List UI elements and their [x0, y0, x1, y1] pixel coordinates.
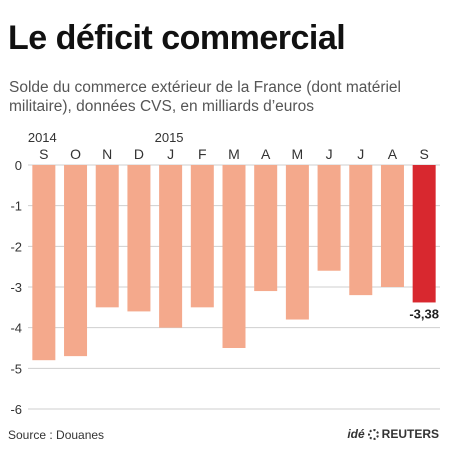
x-tick-label: J	[357, 146, 364, 162]
y-tick-label: -5	[10, 361, 22, 376]
reuters-logo: idé REUTERS	[347, 427, 439, 441]
bar	[95, 165, 119, 308]
x-tick-label: S	[419, 146, 428, 162]
y-tick-label: -1	[10, 199, 22, 214]
bar	[349, 165, 373, 296]
y-tick-label: -2	[10, 239, 22, 254]
x-tick-label: M	[292, 146, 304, 162]
x-tick-label: D	[134, 146, 144, 162]
bar	[317, 165, 341, 271]
bar	[64, 165, 88, 357]
year-label: 2014	[28, 130, 57, 145]
y-tick-label: -3	[10, 280, 22, 295]
bar	[159, 165, 183, 328]
x-tick-label: M	[228, 146, 240, 162]
bar	[285, 165, 309, 320]
source-note: Source : Douanes	[8, 428, 105, 442]
x-tick-label: J	[326, 146, 333, 162]
x-tick-label: S	[39, 146, 48, 162]
bar	[127, 165, 151, 312]
x-tick-label: F	[198, 146, 207, 162]
reuters-mark-icon	[367, 428, 379, 440]
year-label: 2015	[155, 130, 184, 145]
x-tick-label: A	[261, 146, 271, 162]
logo-brand: REUTERS	[381, 427, 439, 441]
logo-prefix: idé	[347, 427, 365, 441]
x-tick-label: N	[102, 146, 112, 162]
y-tick-label: -6	[10, 402, 22, 417]
x-tick-label: A	[388, 146, 398, 162]
bar	[222, 165, 246, 348]
y-tick-label: -4	[10, 321, 22, 336]
chart-subtitle: Solde du commerce extérieur de la France…	[9, 79, 401, 115]
bar	[380, 165, 404, 287]
bar	[32, 165, 56, 361]
x-tick-label: J	[167, 146, 174, 162]
bar	[412, 165, 436, 303]
x-tick-label: O	[70, 146, 81, 162]
bar	[190, 165, 214, 308]
y-tick-label: 0	[15, 158, 22, 173]
chart-title: Le déficit commercial	[8, 19, 346, 57]
data-label: -3,38	[409, 306, 439, 321]
bar	[254, 165, 278, 292]
